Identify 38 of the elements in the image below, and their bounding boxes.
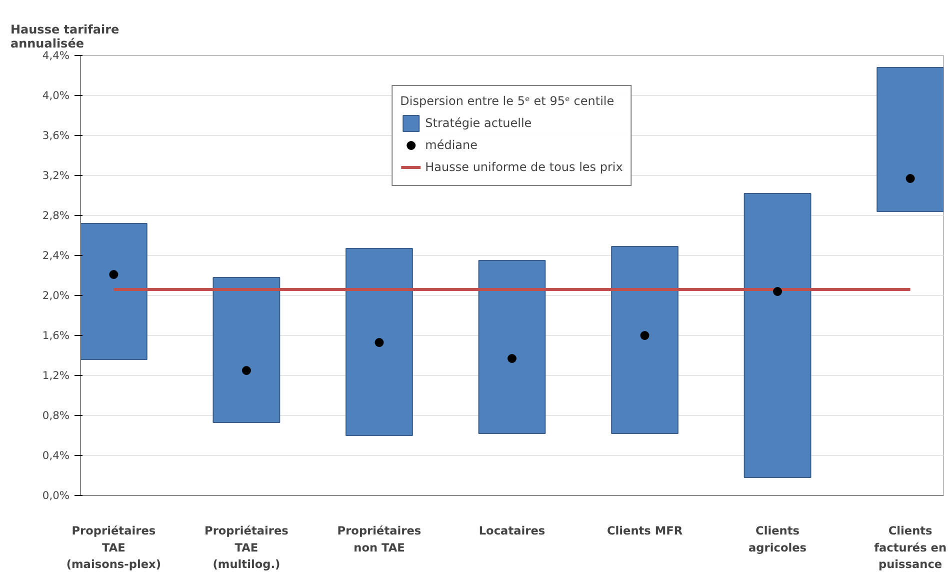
bar: [744, 193, 812, 478]
bar: [876, 67, 944, 212]
x-tick-label: Clients MFR: [606, 524, 683, 538]
point: [906, 174, 915, 183]
y-tick-label: 2,0%: [42, 289, 70, 302]
y-tick-label: 1,6%: [42, 329, 70, 342]
y-tick-label: 0,4%: [42, 449, 70, 462]
y-tick-label: 0,0%: [42, 489, 70, 502]
bar: [80, 223, 148, 360]
y-tick-label: 3,2%: [42, 169, 70, 182]
y-tick-label: 4,4%: [42, 49, 70, 62]
legend-label: médiane: [425, 138, 478, 152]
point: [640, 331, 650, 340]
bar: [611, 246, 678, 434]
point: [508, 354, 516, 363]
legend-title: Dispersion entre le 5ᵉ et 95ᵉ centile: [400, 94, 616, 108]
point: [374, 338, 384, 347]
bar: [478, 260, 546, 434]
y-tick-label: 4,0%: [42, 89, 70, 102]
y-tick-label: 1,2%: [42, 369, 70, 382]
bar: [346, 248, 413, 436]
y-tick-label: 3,6%: [42, 129, 70, 142]
legend-label: Hausse uniforme de tous les prix: [425, 160, 623, 174]
x-tick-label: Propriétaires non TAE: [337, 524, 422, 554]
point: [773, 287, 782, 296]
y-tick-label: 0,8%: [42, 409, 70, 422]
x-tick-label: Locataires: [478, 524, 546, 538]
legend-label: Stratégie actuelle: [425, 116, 532, 130]
y-axis-title: Hausse tarifaire annualisée: [10, 22, 120, 50]
y-tick-label: 2,8%: [42, 209, 70, 222]
point: [242, 366, 251, 375]
y-tick-label: 2,4%: [42, 249, 70, 262]
x-tick-label: Propriétaires TAE (maisons-plex): [66, 524, 162, 572]
point: [109, 270, 118, 279]
bar: [212, 277, 280, 423]
x-tick-label: Clients agricoles: [748, 524, 807, 554]
x-tick-label: Clients facturés en puissance: [874, 524, 947, 572]
x-tick-label: Propriétaires TAE (multilog.): [204, 524, 289, 572]
